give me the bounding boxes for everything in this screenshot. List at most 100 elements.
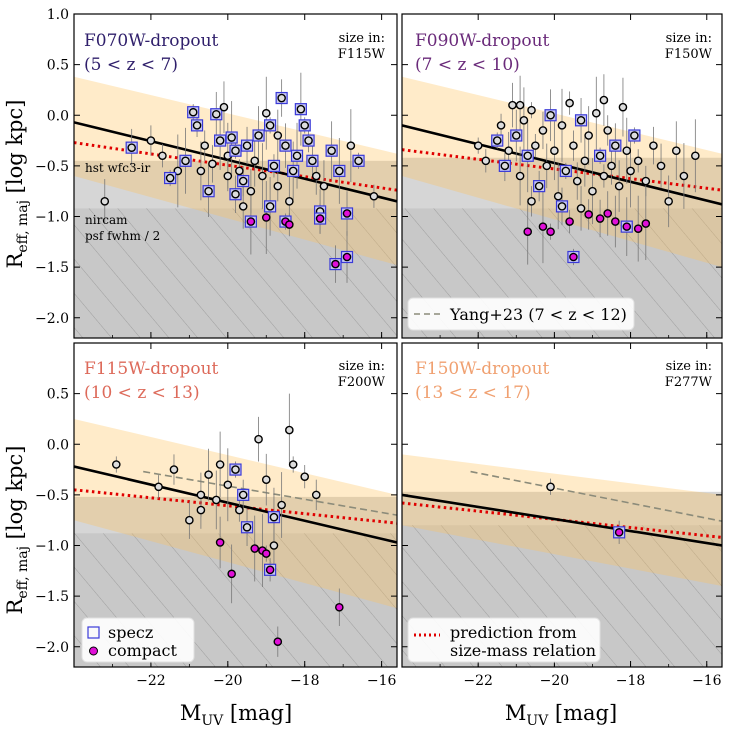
compact-point	[261, 213, 271, 222]
data-point	[242, 522, 252, 532]
data-point	[508, 100, 517, 110]
data-point	[607, 161, 616, 171]
data-point	[235, 166, 244, 176]
data-point	[622, 146, 632, 155]
data-point	[591, 108, 601, 118]
data-point	[254, 131, 263, 140]
panel-title: F115W-dropout	[84, 359, 219, 379]
y-tick-label: 1.0	[47, 7, 69, 23]
y-tick-label: −0.5	[35, 159, 69, 175]
data-point	[492, 136, 502, 145]
data-point	[231, 146, 240, 155]
data-point	[100, 197, 110, 206]
data-point	[515, 171, 525, 181]
scatter-band	[74, 418, 397, 609]
y-tick-label: 0.0	[47, 108, 69, 124]
compact-point	[633, 224, 643, 233]
data-point	[611, 141, 620, 150]
data-point	[285, 197, 294, 206]
data-point	[481, 156, 491, 166]
data-point	[626, 166, 635, 176]
data-point	[127, 143, 136, 152]
data-point	[327, 146, 336, 155]
data-point	[500, 161, 510, 171]
legend-compact-label: compact	[108, 641, 178, 660]
data-point	[192, 121, 202, 130]
data-point	[277, 93, 286, 103]
y-tick-label: 0.0	[47, 437, 69, 453]
data-point	[531, 141, 540, 150]
compact-point	[215, 538, 225, 547]
psf-hatch	[74, 208, 397, 338]
data-point	[231, 189, 240, 199]
x-tick-label: −20	[213, 673, 243, 689]
size-band: F115W	[338, 47, 386, 62]
yang23-line	[470, 470, 722, 522]
data-point	[300, 472, 310, 481]
compact-point	[603, 209, 613, 218]
data-point	[496, 121, 506, 130]
legend-prediction: prediction from size-mass relation	[407, 617, 601, 663]
x-tick-label: −16	[692, 673, 722, 689]
panel-frame	[401, 13, 723, 339]
data-point	[550, 146, 559, 155]
data-point	[204, 470, 213, 479]
data-point	[196, 490, 206, 500]
data-point	[369, 191, 379, 201]
data-point	[273, 131, 283, 140]
size-label: size in:	[666, 31, 712, 46]
panel-title: F150W-dropout	[415, 359, 550, 379]
legend-compact-swatch	[89, 646, 98, 656]
data-point	[288, 166, 298, 176]
panel-redshift: (13 < z < 17)	[415, 383, 531, 403]
legend-specz-label: specz	[108, 623, 153, 642]
data-point	[633, 156, 643, 166]
data-point	[215, 460, 225, 469]
panel-redshift: (5 < z < 7)	[84, 55, 178, 75]
compact-point	[595, 214, 605, 223]
data-point	[246, 186, 256, 196]
size-label: size in:	[339, 359, 385, 374]
data-point	[208, 159, 217, 169]
compact-point	[565, 217, 574, 226]
data-point	[258, 171, 267, 181]
compact-point	[538, 222, 548, 231]
data-point	[238, 490, 248, 500]
y-tick-label: 0.5	[47, 58, 69, 74]
legend-specz-swatch	[87, 626, 100, 639]
x-tick-label: −20	[540, 673, 570, 689]
data-point	[165, 173, 175, 183]
data-point	[292, 151, 302, 161]
data-point	[196, 505, 206, 515]
data-point	[595, 151, 605, 161]
data-point	[656, 161, 666, 171]
y-tick-label: −2.0	[35, 311, 69, 327]
x-tick-label: −18	[616, 673, 646, 689]
data-point	[553, 191, 563, 201]
data-point	[504, 146, 513, 155]
data-point	[618, 102, 628, 112]
legend-yang: Yang+23 (7 < z < 12)	[407, 297, 635, 331]
size-label: size in:	[339, 31, 385, 46]
compact-point	[641, 219, 651, 228]
legend-markers: specz compact	[81, 617, 195, 663]
data-point	[580, 156, 590, 166]
data-point	[319, 181, 329, 191]
size-label: size in:	[666, 359, 712, 374]
compact-point	[273, 637, 283, 646]
panel-frame	[401, 342, 723, 668]
panel-f115w: −22 −20 −18 −16 −2.0 −1.5 −1.0 −0.5 0.0 0.5 F115W…	[35, 342, 398, 689]
data-point	[515, 100, 525, 110]
data-point	[250, 156, 260, 166]
compact-point	[546, 227, 555, 236]
data-point	[534, 181, 544, 191]
hst-limit-label: hst wfc3-ir	[85, 161, 150, 175]
data-point	[211, 109, 221, 119]
data-point	[569, 141, 578, 150]
data-point	[111, 460, 121, 469]
data-point	[219, 102, 229, 112]
data-point	[311, 490, 321, 500]
data-point	[277, 500, 286, 510]
panel-frame	[73, 13, 398, 339]
